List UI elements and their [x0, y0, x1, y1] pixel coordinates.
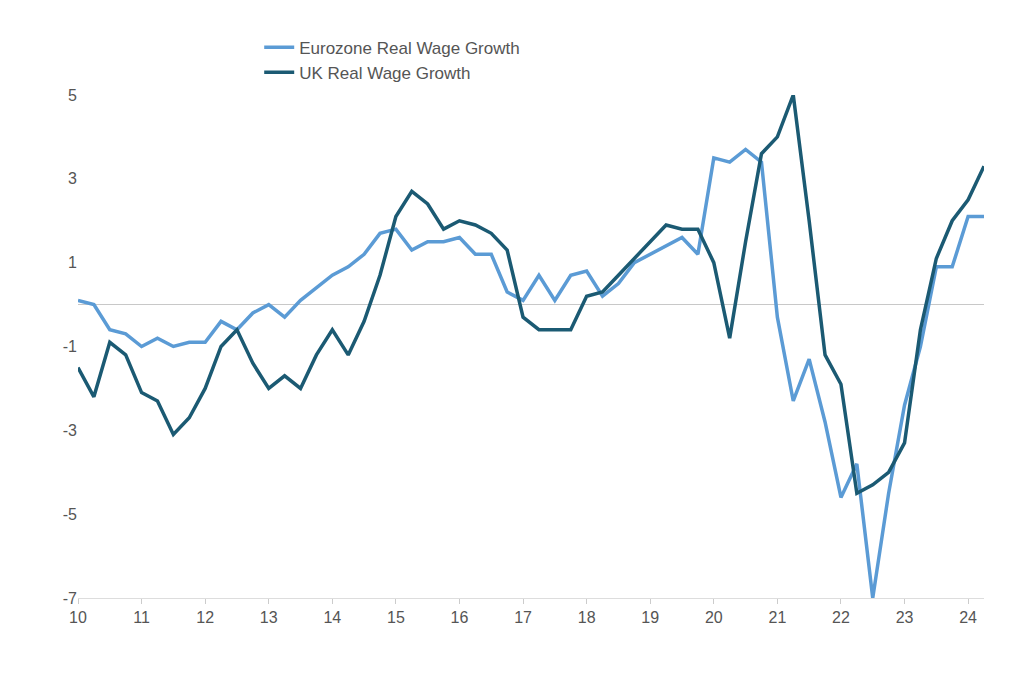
- svg-text:20: 20: [705, 609, 723, 626]
- svg-text:19: 19: [641, 609, 659, 626]
- svg-text:13: 13: [260, 609, 278, 626]
- svg-text:16: 16: [451, 609, 469, 626]
- svg-text:Eurozone Real Wage Growth: Eurozone Real Wage Growth: [299, 39, 519, 58]
- svg-text:-1: -1: [63, 338, 77, 355]
- svg-text:11: 11: [133, 609, 150, 626]
- svg-text:-7: -7: [63, 590, 77, 607]
- svg-text:17: 17: [514, 609, 532, 626]
- svg-text:18: 18: [578, 609, 596, 626]
- svg-text:-5: -5: [63, 506, 77, 523]
- svg-text:UK Real Wage Growth: UK Real Wage Growth: [299, 64, 470, 83]
- svg-text:12: 12: [196, 609, 214, 626]
- svg-text:21: 21: [768, 609, 786, 626]
- svg-text:5: 5: [68, 87, 77, 104]
- svg-text:14: 14: [323, 609, 341, 626]
- svg-text:23: 23: [896, 609, 914, 626]
- svg-text:1: 1: [68, 254, 77, 271]
- svg-text:10: 10: [69, 609, 87, 626]
- svg-text:22: 22: [832, 609, 850, 626]
- svg-text:15: 15: [387, 609, 405, 626]
- svg-text:-3: -3: [63, 422, 77, 439]
- svg-text:24: 24: [959, 609, 977, 626]
- svg-text:3: 3: [68, 170, 77, 187]
